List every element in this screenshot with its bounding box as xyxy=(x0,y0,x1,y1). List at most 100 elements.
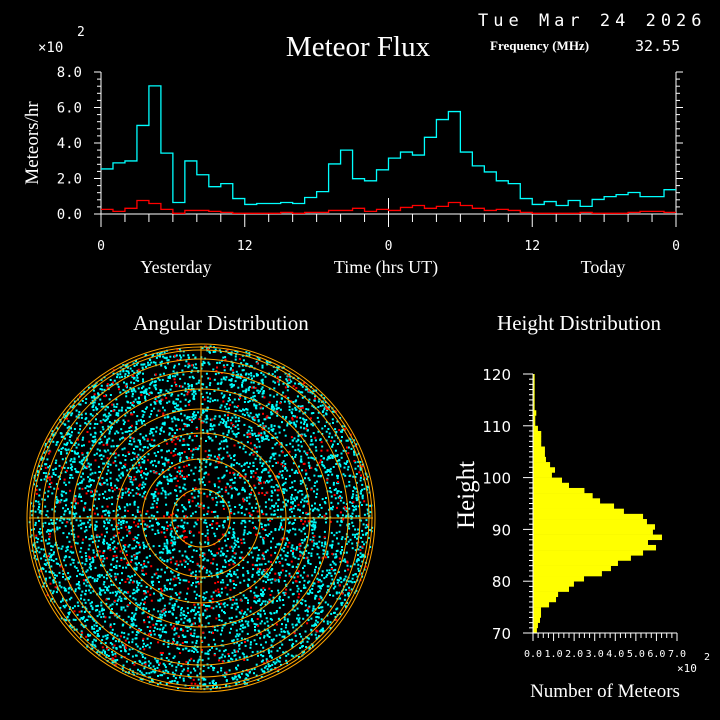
meteor-point xyxy=(330,612,333,615)
meteor-point xyxy=(338,459,341,462)
meteor-point xyxy=(353,486,355,489)
meteor-point xyxy=(312,539,315,542)
meteor-point xyxy=(233,532,236,535)
meteor-point xyxy=(171,375,174,378)
meteor-point xyxy=(214,629,217,631)
meteor-point xyxy=(256,564,259,567)
meteor-point xyxy=(126,534,128,537)
meteor-point xyxy=(113,540,116,543)
meteor-point xyxy=(314,481,317,484)
meteor-point xyxy=(141,662,144,665)
meteor-point xyxy=(315,619,318,622)
meteor-point xyxy=(224,356,227,359)
meteor-point xyxy=(129,426,132,428)
meteor-point xyxy=(122,370,125,373)
meteor-point xyxy=(154,386,157,389)
meteor-point xyxy=(280,519,283,522)
meteor-point xyxy=(360,536,363,539)
meteor-point xyxy=(175,514,178,517)
meteor-point xyxy=(115,406,118,408)
meteor-point xyxy=(169,595,172,598)
meteor-point xyxy=(283,505,286,508)
meteor-point xyxy=(256,450,258,453)
meteor-point xyxy=(353,450,355,453)
meteor-point xyxy=(214,643,217,646)
meteor-point xyxy=(117,412,120,415)
meteor-point xyxy=(107,606,110,609)
meteor-point xyxy=(318,635,320,638)
meteor-point xyxy=(187,383,190,386)
meteor-point xyxy=(75,470,78,473)
meteor-point xyxy=(263,427,266,429)
meteor-point xyxy=(270,424,273,427)
meteor-point xyxy=(125,409,127,412)
meteor-point xyxy=(207,435,210,438)
meteor-point xyxy=(93,426,96,429)
meteor-point xyxy=(156,577,159,579)
meteor-point xyxy=(235,666,237,669)
meteor-point xyxy=(228,399,231,401)
meteor-point xyxy=(145,391,148,394)
meteor-point xyxy=(113,583,115,586)
meteor-point xyxy=(252,613,255,616)
meteor-point xyxy=(202,383,205,386)
meteor-point xyxy=(258,505,261,508)
meteor-point xyxy=(100,378,103,381)
meteor-point xyxy=(126,406,129,409)
meteor-point xyxy=(73,515,76,518)
meteor-point xyxy=(276,557,279,560)
meteor-point xyxy=(206,525,209,528)
meteor-point xyxy=(194,521,197,524)
meteor-point xyxy=(135,420,138,423)
meteor-point xyxy=(249,610,252,613)
meteor-point xyxy=(157,531,160,534)
meteor-point xyxy=(151,581,154,584)
meteor-point xyxy=(80,495,82,498)
meteor-point xyxy=(245,372,248,375)
meteor-point xyxy=(142,541,145,544)
meteor-point xyxy=(85,398,88,400)
meteor-point xyxy=(201,478,203,481)
meteor-point xyxy=(242,653,245,656)
meteor-point xyxy=(169,478,172,481)
meteor-point xyxy=(186,556,189,559)
meteor-point xyxy=(131,481,134,484)
meteor-point xyxy=(143,363,146,366)
meteor-point xyxy=(291,608,294,611)
meteor-point xyxy=(365,519,368,522)
meteor-point xyxy=(237,432,240,434)
meteor-point xyxy=(235,435,238,438)
meteor-point xyxy=(259,522,262,525)
meteor-point xyxy=(293,609,296,612)
meteor-point xyxy=(51,492,54,495)
meteor-point xyxy=(188,416,191,419)
meteor-point xyxy=(220,392,223,395)
meteor-point xyxy=(198,478,201,481)
meteor-point xyxy=(122,388,125,391)
meteor-point xyxy=(80,393,83,396)
meteor-point xyxy=(240,410,243,413)
meteor-point xyxy=(38,575,41,578)
meteor-point xyxy=(156,666,159,669)
meteor-point xyxy=(122,520,125,522)
meteor-point xyxy=(312,405,315,408)
meteor-point xyxy=(88,480,91,483)
meteor-point xyxy=(35,500,37,503)
meteor-point xyxy=(222,501,225,504)
meteor-point xyxy=(310,487,313,490)
meteor-point xyxy=(344,474,347,477)
meteor-point xyxy=(210,665,213,667)
meteor-point xyxy=(243,401,246,403)
meteor-point xyxy=(216,601,219,604)
meteor-point xyxy=(170,530,173,533)
meteor-point xyxy=(247,601,249,604)
meteor-point xyxy=(140,579,143,582)
meteor-point xyxy=(176,536,179,539)
meteor-point xyxy=(183,515,186,518)
meteor-point xyxy=(127,488,130,491)
meteor-point xyxy=(121,644,124,647)
meteor-point xyxy=(66,432,69,435)
meteor-point xyxy=(96,408,99,410)
meteor-point xyxy=(344,594,347,597)
meteor-point xyxy=(220,381,223,384)
